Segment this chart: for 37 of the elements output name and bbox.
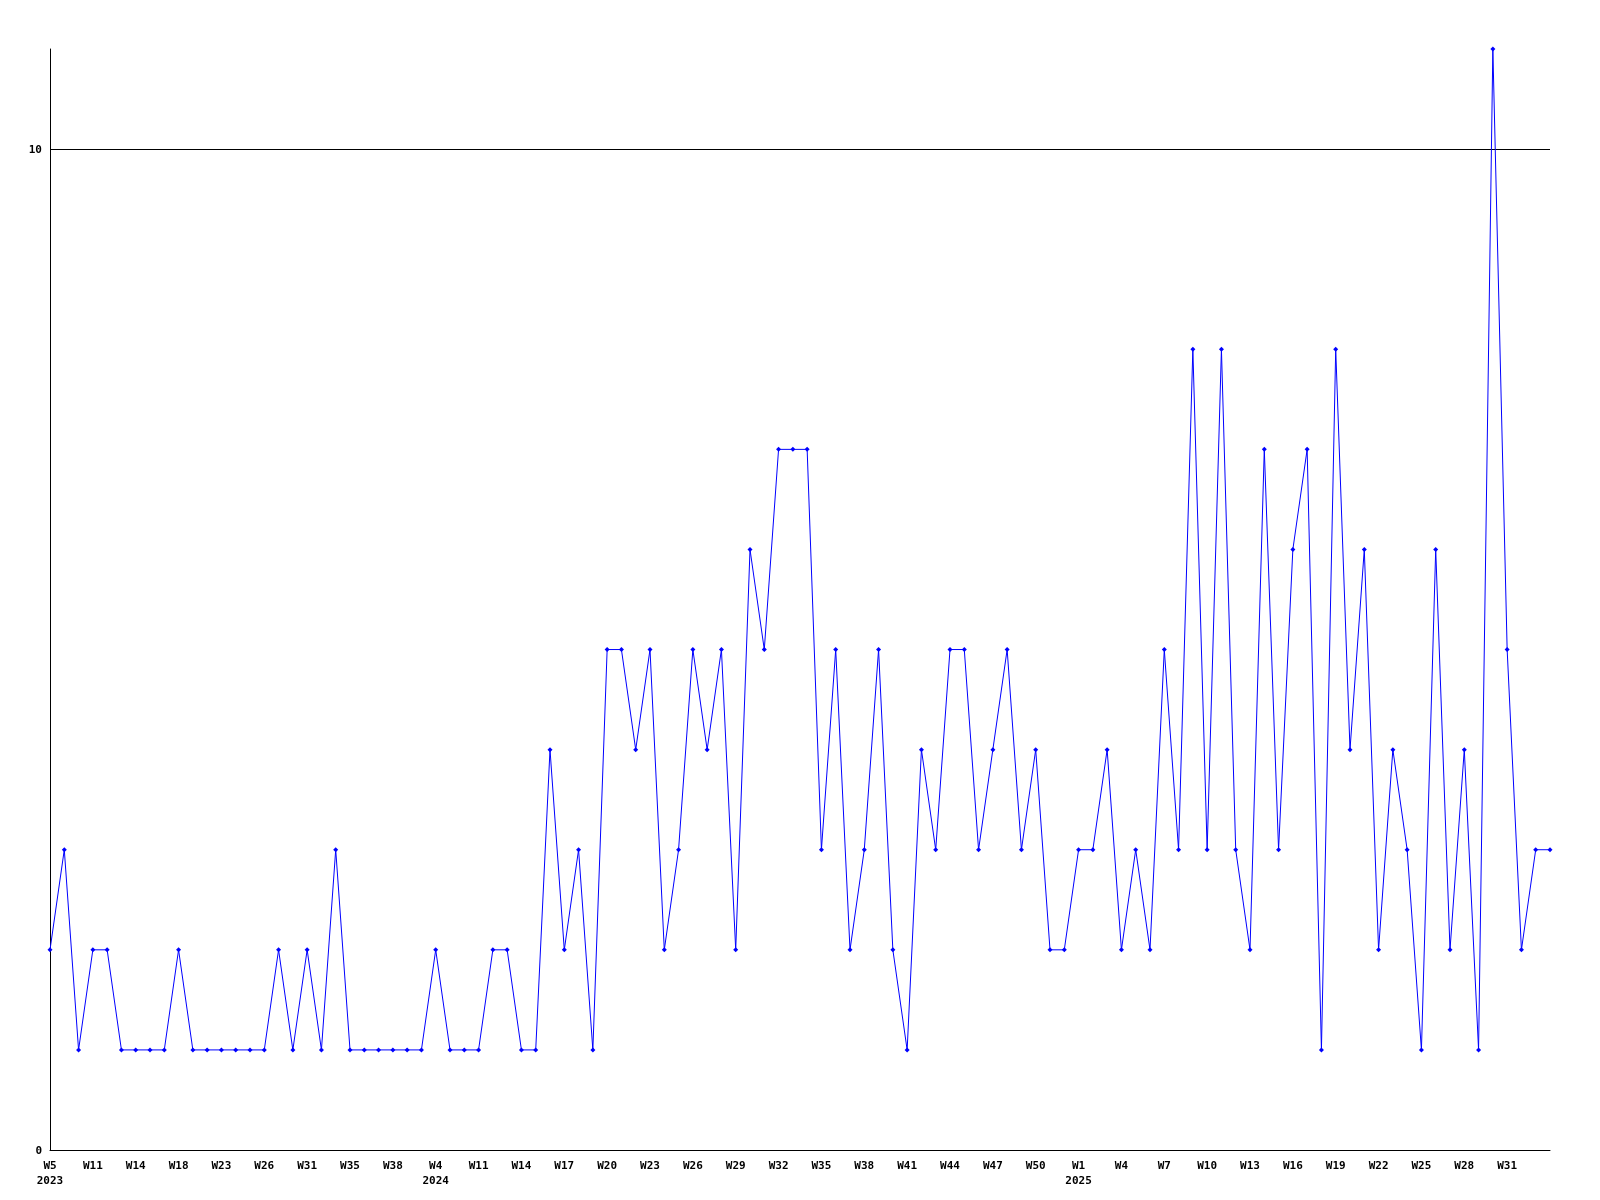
x-tick-label: W17 xyxy=(554,1159,575,1172)
x-tick-label: W23 xyxy=(211,1159,232,1172)
x-tick-label: W11 xyxy=(82,1159,104,1172)
x-tick-label: W7 xyxy=(1157,1159,1171,1172)
x-tick-label: W28 xyxy=(1454,1159,1475,1172)
x-tick-label: W35 xyxy=(811,1159,832,1172)
x-tick-label: W19 xyxy=(1325,1159,1346,1172)
x-tick-label: W35 xyxy=(340,1159,360,1172)
x-tick-label: W44 xyxy=(940,1159,961,1172)
y-tick-label: 10 xyxy=(28,142,42,156)
x-tick-label: W4 xyxy=(1114,1159,1129,1172)
x-tick-label: W5 2023 xyxy=(36,1159,64,1187)
x-tick-label: W26 xyxy=(682,1159,704,1172)
x-tick-label: W18 xyxy=(168,1159,189,1172)
x-tick-label: W25 xyxy=(1411,1159,1432,1172)
x-tick-label: W16 xyxy=(1282,1159,1304,1172)
x-tick-label: W47 xyxy=(982,1159,1003,1172)
x-tick-label: W23 xyxy=(640,1159,660,1172)
x-tick-label: W38 xyxy=(382,1159,403,1172)
x-tick-label: W10 xyxy=(1197,1159,1218,1172)
x-tick-label: W31 xyxy=(1497,1159,1518,1172)
x-tick-label: W1 2025 xyxy=(1065,1159,1092,1187)
x-tick-label: W38 xyxy=(854,1159,875,1172)
x-tick-label: W41 xyxy=(897,1159,918,1172)
x-tick-label: W26 xyxy=(254,1159,275,1172)
x-tick-label: W13 xyxy=(1240,1159,1260,1172)
x-tick-label: W32 xyxy=(768,1159,789,1172)
x-tick-label: W14 xyxy=(511,1159,532,1172)
x-tick-label: W4 2024 xyxy=(422,1159,450,1187)
x-tick-label: W29 xyxy=(725,1159,746,1172)
y-tick-label: 0 xyxy=(35,1143,42,1157)
x-tick-label: W50 xyxy=(1025,1159,1046,1172)
x-tick-label: W20 xyxy=(597,1159,618,1172)
x-tick-label: W14 xyxy=(125,1159,147,1172)
x-tick-label: W11 xyxy=(468,1159,489,1172)
x-tick-label: W22 xyxy=(1368,1159,1389,1172)
x-tick-label: W31 xyxy=(297,1159,318,1172)
